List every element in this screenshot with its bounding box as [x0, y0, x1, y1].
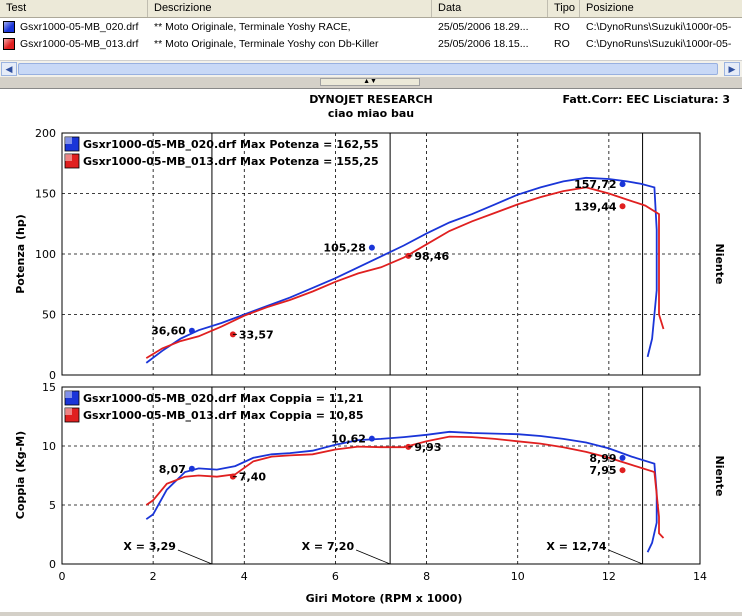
annotation-label: 7,40: [239, 471, 266, 484]
y-axis-label: Coppia (Kg-M): [14, 431, 27, 519]
file-row-test: Gsxr1000-05-MB_013.drf: [20, 38, 139, 50]
y-tick-label: 50: [42, 309, 56, 322]
marker-leader: [177, 549, 213, 565]
annotation-label: 157,72: [574, 178, 616, 191]
annotation-label: 9,93: [414, 441, 441, 454]
splitter-arrows-icon[interactable]: ▲▼: [320, 78, 420, 86]
annotation-label: 8,07: [159, 463, 186, 476]
x-tick-label: 10: [511, 570, 525, 583]
legend-swatch-highlight: [65, 154, 72, 161]
annotation-label: 139,44: [574, 200, 617, 213]
column-header-test[interactable]: Test: [0, 0, 148, 17]
y-tick-label: 10: [42, 440, 56, 453]
annotation-label: 7,95: [589, 464, 616, 477]
report-fatt-corr: Fatt.Corr: EEC Lisciatura: 3: [563, 93, 731, 106]
file-row-tipo: RO: [554, 21, 570, 33]
y-tick-label: 200: [35, 127, 56, 140]
x-tick-label: 0: [59, 570, 66, 583]
file-row-posizione: C:\DynoRuns\Suzuki\1000r-05-: [586, 38, 732, 50]
report-company: DYNOJET RESEARCH: [309, 93, 432, 106]
file-row-posizione: C:\DynoRuns\Suzuki\1000r-05-: [586, 21, 732, 33]
annotation-point: [619, 203, 626, 210]
x-tick-label: 6: [332, 570, 339, 583]
x-tick-label: 2: [150, 570, 157, 583]
horizontal-scrollbar[interactable]: ◀ ▶: [0, 60, 742, 77]
legend-label: Gsxr1000-05-MB_013.drf Max Potenza = 155…: [83, 155, 379, 168]
rpm-marker-label: X = 3,29: [123, 540, 176, 553]
annotation-point: [188, 465, 195, 472]
legend-swatch: [64, 390, 80, 406]
y-tick-label: 150: [35, 188, 56, 201]
file-row-data: 25/05/2006 18.29...: [438, 21, 529, 33]
arrow-right-icon[interactable]: ▶: [724, 62, 740, 76]
column-header-posizione[interactable]: Posizione: [586, 2, 634, 14]
y-tick-label: 0: [49, 369, 56, 382]
file-row-descrizione: ** Moto Originale, Terminale Yoshy RACE,: [154, 21, 351, 33]
annotation-label: 10,62: [331, 433, 366, 446]
x-tick-label: 8: [423, 570, 430, 583]
series-line-0: [145, 430, 658, 553]
arrow-left-icon[interactable]: ◀: [1, 62, 17, 76]
marker-leader: [608, 549, 643, 565]
annotation-label: 98,46: [414, 250, 449, 263]
dyno-chart-panel: DYNOJET RESEARCH ciao miao bau Fatt.Corr…: [0, 88, 742, 612]
annotation-label: 8,99: [589, 452, 616, 465]
column-header-tipo[interactable]: Tipo: [548, 0, 580, 17]
right-label-top: Niente: [713, 244, 726, 285]
annotation-point: [368, 435, 375, 442]
rpm-marker-label: X = 7,20: [302, 540, 355, 553]
x-tick-label: 12: [602, 570, 616, 583]
plot-0: 0 50 100 150 200 Potenza (hp) Gsxr1000-05-MB_0…: [14, 127, 701, 382]
plot-1: 0 5 10 15 0 2 4 6 8 10 12 14 Coppia (Kg-M) Gsxr1000-0…: [14, 381, 707, 583]
column-header-data[interactable]: Data: [432, 0, 548, 17]
annotation-point: [619, 454, 626, 461]
file-row-descrizione: ** Moto Originale, Terminale Yoshy con D…: [154, 38, 379, 50]
legend-swatch-highlight: [65, 137, 72, 144]
file-row-test: Gsxr1000-05-MB_020.drf: [20, 21, 139, 33]
legend-swatch-highlight: [65, 408, 72, 415]
legend-label: Gsxr1000-05-MB_013.drf Max Coppia = 10,8…: [83, 409, 364, 422]
annotation-point: [619, 467, 626, 474]
legend-label: Gsxr1000-05-MB_020.drf Max Coppia = 11,2…: [83, 392, 364, 405]
legend-label: Gsxr1000-05-MB_020.drf Max Potenza = 162…: [83, 138, 379, 151]
annotation-point: [188, 327, 195, 334]
x-axis-label: Giri Motore (RPM x 1000): [306, 592, 463, 605]
dyno-chart: DYNOJET RESEARCH ciao miao bau Fatt.Corr…: [14, 93, 731, 605]
annotation-label: 33,57: [239, 328, 274, 341]
legend-swatch: [64, 407, 80, 423]
legend-swatch-highlight: [65, 391, 72, 398]
series-line-0: [145, 176, 658, 364]
column-header-descrizione[interactable]: Descrizione: [148, 0, 432, 17]
y-tick-label: 5: [49, 499, 56, 512]
right-label-bottom: Niente: [713, 456, 726, 497]
legend-swatch: [64, 136, 80, 152]
report-subtitle: ciao miao bau: [328, 107, 414, 120]
file-row[interactable]: Gsxr1000-05-MB_020.drf ** Moto Originale…: [0, 19, 742, 35]
series-line-1: [145, 435, 665, 539]
y-axis-label: Potenza (hp): [14, 214, 27, 294]
file-row[interactable]: Gsxr1000-05-MB_013.drf ** Moto Originale…: [0, 36, 742, 52]
file-list-header: Test Descrizione Data Tipo Posizione: [0, 0, 742, 18]
legend-swatch: [64, 153, 80, 169]
plot-frame: [61, 386, 701, 565]
series-color-swatch: [3, 38, 15, 50]
annotation-point: [368, 244, 375, 251]
y-tick-label: 100: [35, 248, 56, 261]
annotation-label: 36,60: [151, 325, 186, 338]
y-tick-label: 0: [49, 558, 56, 571]
annotation-point: [619, 181, 626, 188]
marker-leader: [355, 549, 391, 565]
series-line-1: [145, 186, 665, 359]
rpm-marker-label: X = 12,74: [546, 540, 606, 553]
file-row-data: 25/05/2006 18.15...: [438, 38, 529, 50]
scrollbar-thumb[interactable]: [18, 63, 718, 75]
file-list: Test Descrizione Data Tipo Posizione Gsx…: [0, 0, 742, 77]
y-tick-label: 15: [42, 381, 56, 394]
x-tick-label: 4: [241, 570, 248, 583]
x-tick-label: 14: [693, 570, 707, 583]
file-row-tipo: RO: [554, 38, 570, 50]
series-color-swatch: [3, 21, 15, 33]
annotation-label: 105,28: [323, 242, 365, 255]
